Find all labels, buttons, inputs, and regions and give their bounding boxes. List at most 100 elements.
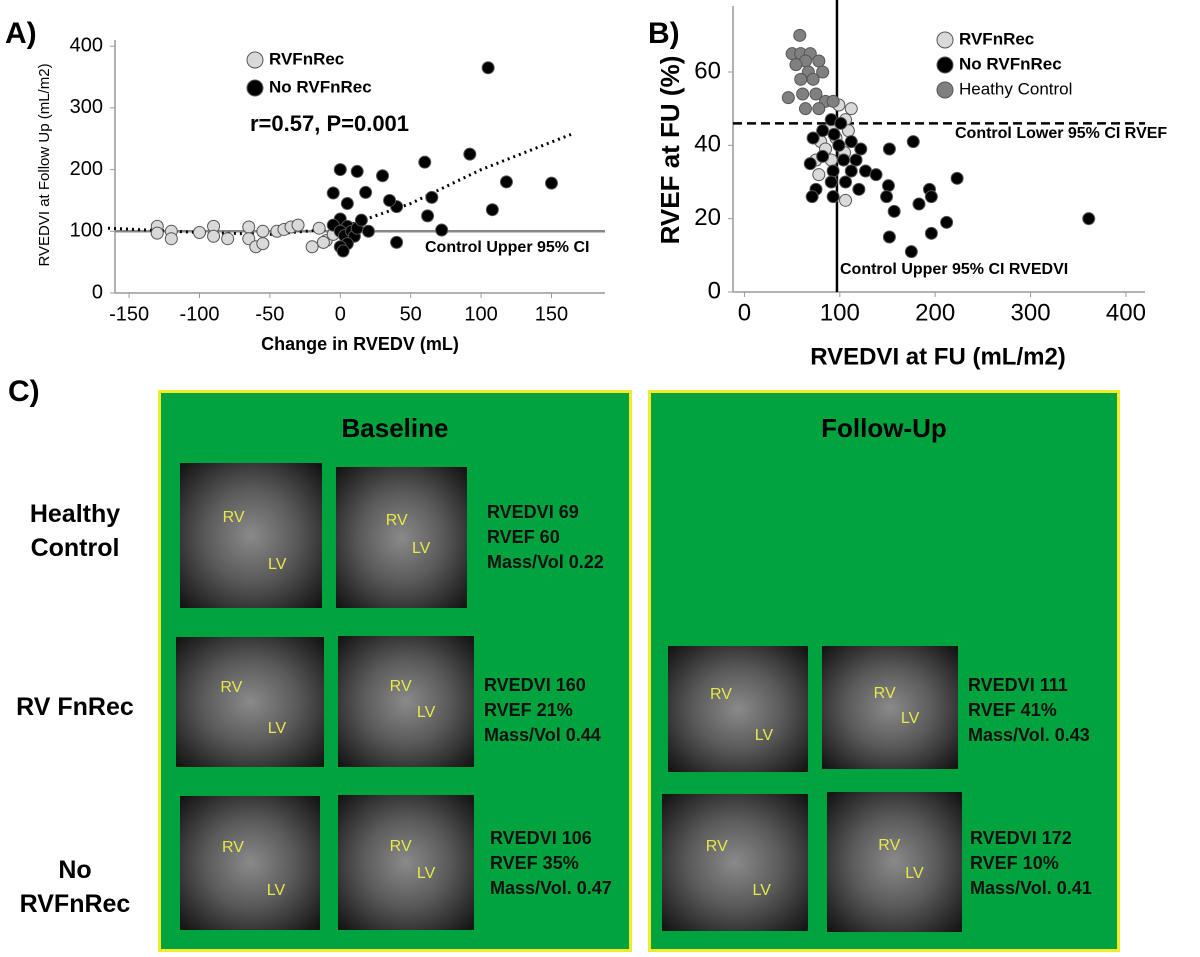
point [924, 226, 938, 240]
x-tick-label: -50 [255, 303, 284, 325]
image-label: LV [411, 540, 431, 558]
row-label: Healthy Control [29, 500, 121, 562]
image-label: RV [222, 509, 245, 527]
point [912, 197, 926, 211]
y-tick-label: 100 [70, 220, 103, 242]
charts: A)-150 -100 -50 0 50 100 1500100200300400Chang… [5, 0, 1167, 370]
image-label: RV [385, 512, 408, 530]
point [164, 232, 178, 246]
point [827, 127, 841, 141]
legend-label: No RVFnRec [269, 77, 372, 96]
stats-block: RVEDVI 111 RVEF 41% Mass/Vol. 0.43 [968, 673, 1090, 748]
reference-label: Control Upper 95% CI [425, 239, 589, 256]
mri-image: RV LV [336, 467, 467, 608]
stat-line: RVEDVI 160 [484, 675, 586, 695]
image-label: RV [878, 836, 901, 854]
reference-label: Control Lower 95% CI RVEF [955, 125, 1167, 142]
mri-image: RV LV [180, 463, 322, 608]
stat-line: RVEDVI 69 [487, 502, 579, 522]
point [816, 124, 830, 138]
point [832, 138, 846, 152]
image-label: RV [710, 686, 732, 704]
mri-image: RV LV [338, 795, 474, 930]
panel-label: C) [8, 375, 40, 408]
point [904, 245, 918, 259]
point [256, 224, 270, 238]
point [844, 135, 858, 149]
point [793, 28, 807, 42]
point [150, 226, 164, 240]
panel-label: A) [5, 17, 37, 50]
point [326, 186, 340, 200]
point [316, 235, 330, 249]
point [869, 168, 883, 182]
point [834, 116, 848, 130]
y-tick-label: 300 [70, 96, 103, 118]
stats-block: RVEDVI 160 RVEF 21% Mass/Vol 0.44 [484, 673, 601, 748]
y-tick-label: 0 [92, 281, 103, 303]
point [849, 153, 863, 167]
point [826, 94, 840, 108]
point [435, 223, 449, 237]
legend-label: Heathy Control [959, 79, 1072, 98]
point [544, 176, 558, 190]
point [906, 135, 920, 149]
point [798, 102, 812, 116]
image-label: RV [220, 678, 243, 696]
point [824, 175, 838, 189]
point [418, 155, 432, 169]
image-label: RV [705, 837, 728, 855]
point [852, 182, 866, 196]
mri-image: RV LV [827, 792, 962, 932]
point [789, 58, 803, 72]
point [805, 190, 819, 204]
mri-image: RV LV [822, 646, 958, 769]
point [796, 87, 810, 101]
point [340, 197, 354, 211]
point [350, 164, 364, 178]
x-tick-label: 50 [400, 303, 422, 325]
point [950, 171, 964, 185]
row-label: RV FnRec [16, 693, 134, 721]
point [256, 237, 270, 251]
legend-marker [936, 31, 954, 49]
legend-marker [246, 79, 264, 97]
point [806, 72, 820, 86]
y-tick-label: 0 [708, 277, 721, 304]
point [844, 102, 858, 116]
point [839, 175, 853, 189]
point [485, 203, 499, 217]
point [1082, 212, 1096, 226]
mri-image: RV LV [180, 796, 320, 930]
legend-marker [246, 51, 264, 69]
point [291, 218, 305, 232]
point [781, 91, 795, 105]
legend-label: RVFnRec [959, 29, 1034, 48]
legend-marker [936, 81, 954, 99]
x-tick-label: 400 [1106, 299, 1146, 326]
point [837, 153, 851, 167]
stat-line: RVEF 10% [970, 853, 1059, 873]
point [887, 204, 901, 218]
x-axis-label: Change in RVEDV (mL) [261, 334, 459, 354]
point [844, 164, 858, 178]
point [882, 142, 896, 156]
image-label: LV [752, 881, 771, 899]
image-label: RV [389, 677, 412, 695]
stats-block: RVEDVI 106 RVEF 35% Mass/Vol. 0.47 [490, 826, 612, 901]
point [305, 240, 319, 254]
image-label: LV [268, 555, 287, 573]
stat-line: RVEDVI 106 [490, 828, 592, 848]
column-title: Follow-Up [821, 413, 947, 443]
image-label: RV [222, 838, 244, 856]
image-label: LV [267, 720, 287, 738]
point [881, 179, 895, 193]
point [812, 168, 826, 182]
stats-block: RVEDVI 172 RVEF 10% Mass/Vol. 0.41 [970, 826, 1092, 901]
image-label: RV [873, 685, 896, 703]
point [390, 235, 404, 249]
point [481, 61, 495, 75]
stat-line: Mass/Vol. 0.41 [970, 878, 1092, 898]
image-label: LV [416, 704, 436, 722]
image-label: LV [905, 864, 924, 882]
